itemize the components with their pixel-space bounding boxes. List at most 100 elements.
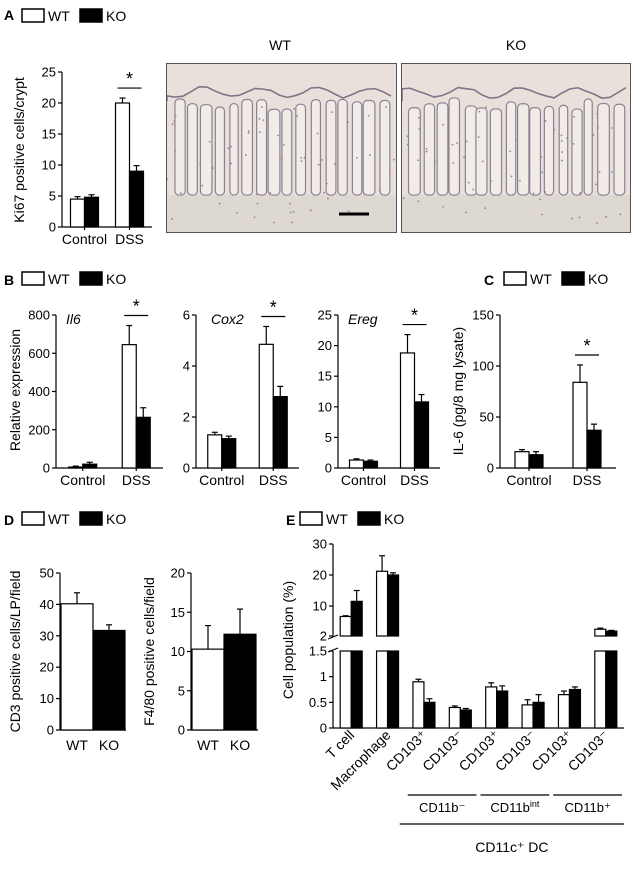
x-tick-label: KO (99, 737, 119, 753)
group-label: CD11b⁻ (419, 800, 465, 815)
legend-label-wt: WT (530, 271, 552, 287)
legend-label-wt: WT (48, 511, 70, 527)
y-tick-label: 20 (40, 660, 54, 675)
bar-ko-0 (528, 454, 544, 469)
bar-wt-5 (521, 704, 534, 729)
legend-label-ko: KO (106, 271, 126, 287)
x-tick-label: KO (230, 737, 250, 753)
y-tick-label: 4 (183, 359, 190, 374)
y-tick-label: 0 (320, 721, 327, 736)
panel-letter-b: B (4, 272, 14, 288)
y-axis-label: F4/80 positive cells/field (141, 577, 157, 726)
bar-ko-4 (496, 690, 509, 729)
x-tick-label: CD103⁻ (565, 727, 612, 774)
bar-ko-0-upper (350, 600, 363, 637)
bar-wt-1 (572, 381, 588, 469)
bar-ko-7-upper (605, 630, 618, 637)
bar-ko-0-lower (350, 650, 363, 729)
y-tick-label: 600 (28, 346, 50, 361)
legend-label-wt: WT (48, 271, 70, 287)
y-tick-label: 10 (42, 158, 56, 173)
legend-swatch-wt-a (21, 8, 45, 23)
y-tick-label: 20 (318, 338, 332, 353)
bar-wt-1 (114, 102, 131, 228)
micrograph-label-wt: WT (269, 37, 291, 53)
legend-label-ko: KO (588, 271, 608, 287)
bar-ko-1-upper (386, 574, 400, 637)
x-tick-label: DSS (122, 472, 151, 488)
bar-wt-0 (69, 198, 86, 228)
supergroup-label: CD11c⁺ DC (475, 839, 548, 855)
x-tick-label: DSS (400, 472, 429, 488)
y-tick-label: 15 (171, 605, 185, 620)
bar-wt-0 (207, 434, 223, 469)
micrograph-ko (401, 63, 631, 233)
bar-ko-5 (532, 701, 545, 729)
significance-star: * (133, 297, 140, 317)
axis-break-mark (327, 634, 339, 640)
x-tick-label: DSS (259, 472, 288, 488)
y-tick-label: 10 (171, 644, 185, 659)
y-tick-label: 20 (171, 566, 185, 581)
y-tick-label: 1 (320, 669, 327, 684)
y-tick-label: 0 (43, 461, 50, 476)
panel-letter-c: C (484, 272, 494, 288)
y-tick-label: 200 (28, 422, 50, 437)
legend-swatch-ko-b (79, 271, 103, 286)
y-axis-label: Cell population (%) (280, 581, 296, 699)
bar-wt-0 (68, 466, 84, 469)
micrograph-label-ko: KO (506, 37, 526, 53)
y-tick-label: 0 (49, 220, 56, 235)
y-axis-label: CD3 positive cells/LP/field (7, 571, 23, 733)
x-tick-label: DSS (573, 472, 602, 488)
bar-ko-3 (459, 709, 472, 729)
bar-wt (191, 648, 225, 731)
y-tick-label: 0 (325, 461, 332, 476)
x-tick-label: DSS (115, 231, 144, 247)
bar-wt-0-upper (339, 615, 352, 637)
y-tick-label: 5 (178, 683, 185, 698)
y-tick-label: 50 (40, 566, 54, 581)
bar-wt-7-upper (594, 628, 607, 637)
y-tick-label: 2 (320, 629, 327, 644)
bar-wt-6 (557, 694, 571, 729)
y-tick-label: 25 (42, 65, 56, 80)
bar-ko-7-lower (605, 650, 618, 729)
bar-wt-0 (348, 459, 365, 469)
y-tick-label: 40 (40, 597, 54, 612)
bar-ko-0 (362, 460, 379, 469)
y-tick-label: 100 (472, 359, 494, 374)
panel-letter-a: A (4, 7, 14, 23)
chart-title: Cox2 (211, 311, 244, 327)
x-tick-label: Control (60, 472, 105, 488)
legend-label-ko: KO (106, 8, 126, 24)
y-tick-label: 1.5 (309, 644, 327, 659)
y-tick-label: 15 (318, 369, 332, 384)
legend-swatch-wt-e (299, 511, 323, 526)
bar-ko-6 (568, 688, 582, 729)
x-tick-label: Control (341, 472, 386, 488)
legend-label-ko: KO (384, 511, 404, 527)
bar-ko-1-lower (386, 650, 400, 729)
bar-wt-1-upper (375, 570, 389, 637)
y-tick-label: 0.5 (309, 695, 327, 710)
bar-wt-3 (448, 706, 461, 729)
y-tick-label: 50 (480, 410, 494, 425)
y-tick-label: 2 (183, 410, 190, 425)
y-axis-label: Ki67 positive cells/crypt (11, 77, 27, 223)
bar-wt-1 (399, 352, 416, 469)
bar-ko-1 (135, 416, 151, 469)
legend-label-wt: WT (48, 8, 70, 24)
bar-ko (92, 629, 126, 731)
y-tick-label: 30 (313, 537, 327, 552)
bar-wt-1 (258, 343, 274, 469)
bar-wt-7-lower (594, 650, 607, 729)
y-axis-label: Relative expression (7, 329, 23, 451)
legend-label-wt: WT (326, 511, 348, 527)
chart-title: Ereg (348, 311, 378, 327)
y-axis-label: IL-6 (pg/8 mg lysate) (450, 327, 466, 455)
legend-swatch-ko-d (79, 511, 103, 526)
y-tick-label: 20 (42, 96, 56, 111)
y-tick-label: 25 (318, 308, 332, 323)
